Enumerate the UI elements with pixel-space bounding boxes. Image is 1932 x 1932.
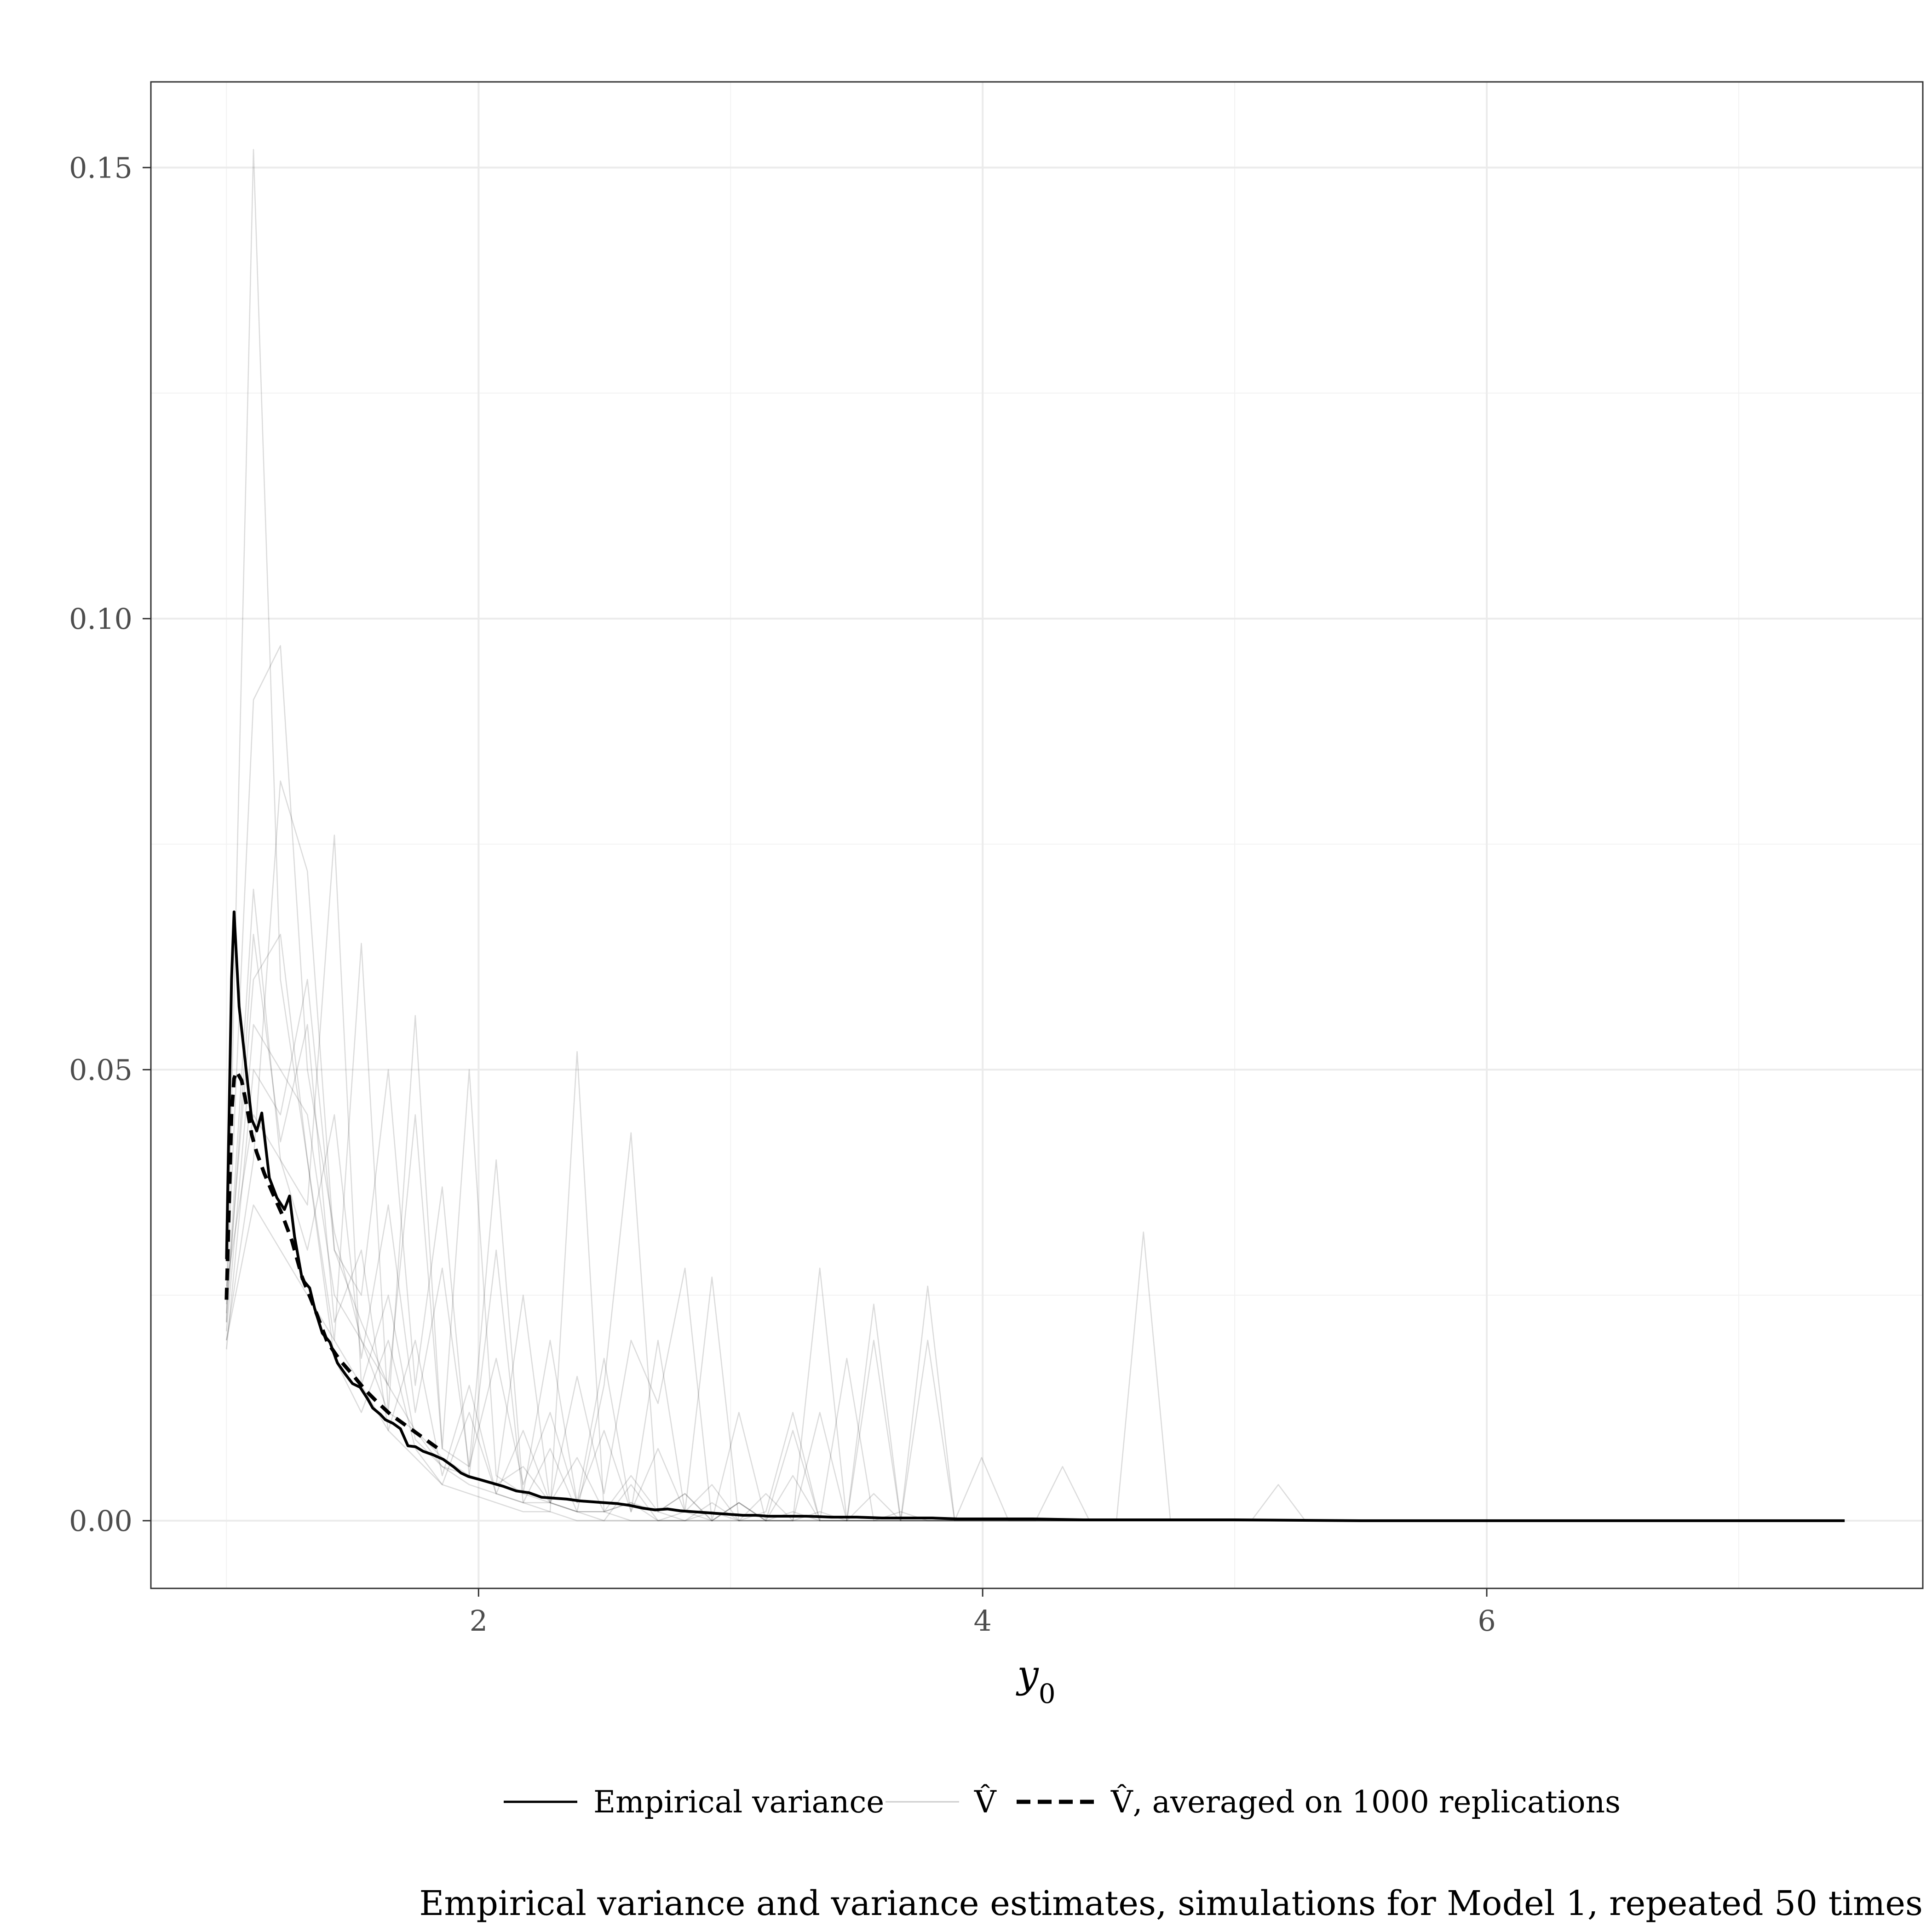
series-lines xyxy=(224,910,1845,1522)
legend: Empirical variance V̂ V̂, averaged on 10… xyxy=(504,1784,1621,1820)
y-tick-label: 0.10 xyxy=(69,602,132,636)
axis-ticks: 2 4 6 0.00 0.05 0.10 0.15 xyxy=(69,151,1496,1638)
x-tick-label: 6 xyxy=(1478,1604,1495,1638)
replication-line xyxy=(226,933,1306,1522)
x-tick-label: 2 xyxy=(470,1604,488,1638)
y-tick-label: 0.15 xyxy=(69,151,132,184)
chart-caption: Empirical variance and variance estimate… xyxy=(419,1884,1923,1923)
plot-border xyxy=(150,81,1924,1589)
legend-label-vhat: V̂ xyxy=(974,1784,997,1820)
plot-panel xyxy=(151,82,1923,1588)
x-axis-title: y0 xyxy=(1015,1653,1055,1709)
y-tick-label: 0.05 xyxy=(69,1053,132,1087)
legend-label-vhat-averaged: V̂, averaged on 1000 replications xyxy=(1110,1784,1621,1820)
series-line-vhat-averaged xyxy=(224,1070,442,1452)
x-tick-label: 4 xyxy=(973,1604,991,1638)
legend-label-empirical: Empirical variance xyxy=(593,1784,884,1820)
y-tick-label: 0.00 xyxy=(69,1504,132,1538)
